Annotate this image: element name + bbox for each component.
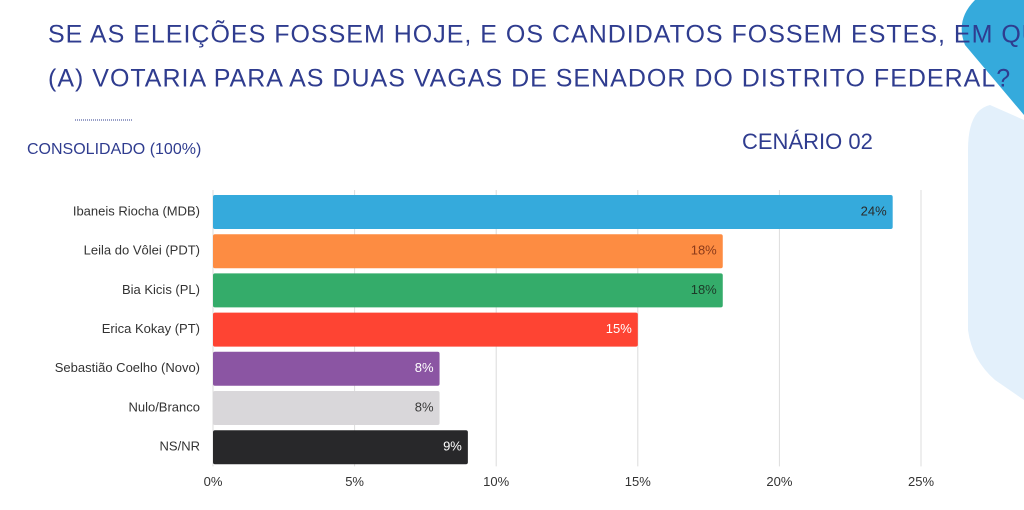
value-label: 15% (606, 321, 632, 336)
x-tick-label: 25% (908, 474, 934, 489)
y-tick-label: Sebastião Coelho (Novo) (55, 360, 200, 375)
bar (213, 234, 723, 269)
value-label: 8% (415, 399, 434, 414)
bar (213, 273, 723, 308)
x-tick-label: 5% (345, 474, 364, 489)
x-tick-label: 0% (204, 474, 223, 489)
y-tick-label: Nulo/Branco (128, 399, 200, 414)
bar (213, 430, 468, 465)
y-tick-label: Leila do Vôlei (PDT) (84, 243, 200, 258)
bar (213, 351, 440, 386)
decor-shape (961, 0, 1024, 115)
annotation: CENÁRIO 02 (742, 129, 873, 154)
plot: 0% 5% 10% 15% 20% 25% Ibaneis Riocha (MDB) 24% L… (55, 190, 934, 489)
value-label: 24% (861, 203, 887, 218)
bar (213, 312, 638, 347)
y-tick-label: Erica Kokay (PT) (102, 321, 200, 336)
y-tick-label: NS/NR (160, 439, 200, 454)
bar (213, 195, 893, 229)
subtitle: CONSOLIDADO (100%) (27, 141, 201, 158)
chart-title: (A) VOTARIA PARA AS DUAS VAGAS DE SENADO… (48, 65, 1011, 93)
value-label: 8% (415, 360, 434, 375)
x-tick-label: 20% (766, 474, 792, 489)
y-tick-label: Ibaneis Riocha (MDB) (73, 203, 200, 218)
chart-title: SE AS ELEIÇÕES FOSSEM HOJE, E OS CANDIDA… (48, 20, 1024, 49)
value-label: 9% (443, 439, 462, 454)
decor-shape (968, 105, 1024, 400)
x-tick-label: 10% (483, 474, 509, 489)
value-label: 18% (691, 243, 717, 258)
bar (213, 391, 440, 425)
y-tick-label: Bia Kicis (PL) (122, 282, 200, 297)
x-tick-label: 15% (625, 474, 651, 489)
value-label: 18% (691, 282, 717, 297)
